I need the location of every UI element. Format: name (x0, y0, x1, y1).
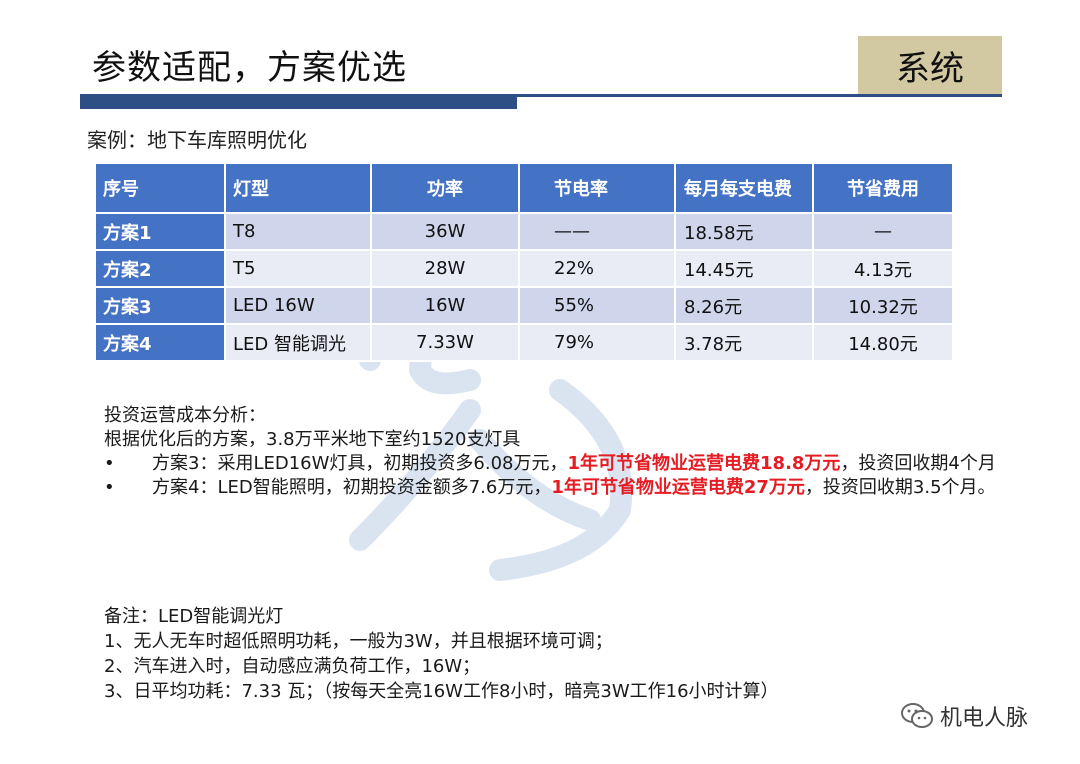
table-cell: 方案4 (96, 325, 226, 362)
header-rule-accent (80, 97, 517, 109)
column-header: 灯型 (226, 164, 372, 214)
bullet-icon: • (104, 453, 115, 474)
table-row: 方案4 LED 智能调光 7.33W 79% 3.78元 14.80元 (96, 325, 954, 362)
table-cell: 方案2 (96, 251, 226, 288)
wechat-icon (901, 703, 933, 728)
note-item: 3、日平均功耗：7.33 瓦；（按每天全亮16W工作8小时，暗亮3W工作16小时… (104, 681, 779, 702)
table-row: 方案3 LED 16W 16W 55% 8.26元 10.32元 (96, 288, 954, 325)
wechat-account-name: 机电人脉 (940, 706, 1029, 731)
bullet-text: ，投资回收期3.5个月。 (804, 477, 996, 498)
comparison-table: 序号 灯型 功率 节电率 每月每支电费 节省费用 方案1 T8 36W —— 1… (96, 164, 954, 362)
column-header: 每月每支电费 (676, 164, 814, 214)
notes-section: 备注：LED智能调光灯 1、无人无车时超低照明功耗，一般为3W，并且根据环境可调… (104, 604, 779, 704)
table-cell: 4.13元 (814, 251, 954, 288)
bullet-text: 方案3：采用LED16W灯具，初期投资多6.08万元， (152, 453, 568, 474)
table-cell: 16W (372, 288, 520, 325)
wechat-brand: 机电人脉 (900, 700, 1028, 732)
column-header: 节电率 (520, 164, 676, 214)
note-item: 1、无人无车时超低照明功耗，一般为3W，并且根据环境可调； (104, 631, 613, 652)
analysis-bullet: • 方案3：采用LED16W灯具，初期投资多6.08万元，1年可节省物业运营电费1… (104, 452, 1004, 476)
analysis-bullet: • 方案4：LED智能照明，初期投资金额多7.6万元，1年可节省物业运营电费27万… (104, 476, 1004, 500)
bullet-text: 方案4：LED智能照明，初期投资金额多7.6万元， (152, 477, 552, 498)
table-cell: 36W (372, 214, 520, 251)
table-cell: 18.58元 (676, 214, 814, 251)
bullet-icon: • (104, 477, 115, 498)
table-cell: 79% (520, 325, 676, 362)
table-row: 方案2 T5 28W 22% 14.45元 4.13元 (96, 251, 954, 288)
section-badge: 系统 (858, 36, 1002, 94)
header-rule (80, 94, 1002, 97)
table-cell: LED 智能调光 (226, 325, 372, 362)
table-cell: —— (520, 214, 676, 251)
analysis-heading: 投资运营成本分析： (104, 405, 266, 426)
investment-analysis: 投资运营成本分析： 根据优化后的方案，3.8万平米地下室约1520支灯具 • 方案… (104, 404, 1004, 500)
case-title: 案例：地下车库照明优化 (87, 128, 307, 152)
table-cell: 28W (372, 251, 520, 288)
table-cell: 方案1 (96, 214, 226, 251)
table-cell: T8 (226, 214, 372, 251)
table-cell: 14.80元 (814, 325, 954, 362)
bullet-text: ，投资回收期4个月 (840, 453, 996, 474)
column-header: 节省费用 (814, 164, 954, 214)
table-cell: T5 (226, 251, 372, 288)
table-cell: 14.45元 (676, 251, 814, 288)
table-cell: 8.26元 (676, 288, 814, 325)
table-cell: — (814, 214, 954, 251)
analysis-intro: 根据优化后的方案，3.8万平米地下室约1520支灯具 (104, 429, 521, 450)
column-header: 序号 (96, 164, 226, 214)
note-item: 2、汽车进入时，自动感应满负荷工作，16W； (104, 656, 481, 677)
notes-title: 备注：LED智能调光灯 (104, 606, 284, 627)
bullet-highlight: 1年可节省物业运营电费18.8万元 (567, 453, 841, 474)
table-row: 方案1 T8 36W —— 18.58元 — (96, 214, 954, 251)
table-cell: 10.32元 (814, 288, 954, 325)
page-title: 参数适配，方案优选 (92, 48, 407, 88)
table-header-row: 序号 灯型 功率 节电率 每月每支电费 节省费用 (96, 164, 954, 214)
table-cell: 方案3 (96, 288, 226, 325)
table-cell: 7.33W (372, 325, 520, 362)
table-cell: 22% (520, 251, 676, 288)
column-header: 功率 (372, 164, 520, 214)
table-cell: 3.78元 (676, 325, 814, 362)
table-cell: 55% (520, 288, 676, 325)
table-cell: LED 16W (226, 288, 372, 325)
bullet-highlight: 1年可节省物业运营电费27万元 (551, 477, 805, 498)
